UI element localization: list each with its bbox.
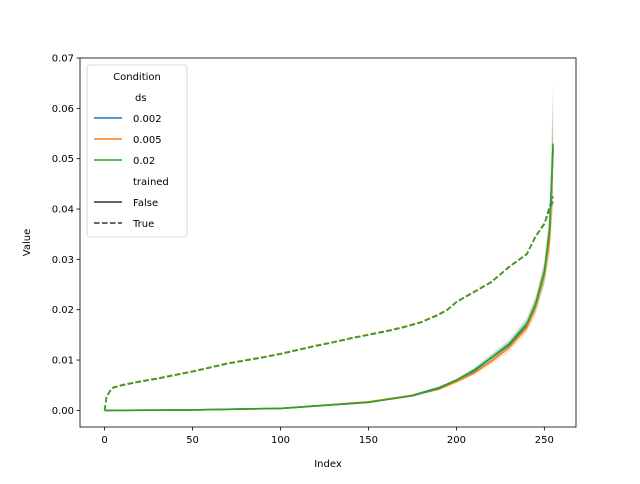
y-axis-ticks: 0.00 0.01 0.02 0.03 0.04 0.05 0.06 0.07: [52, 54, 80, 417]
legend-label-ds-0.02: 0.02: [133, 156, 155, 167]
legend-title: Condition: [113, 72, 161, 83]
x-tick-label: 200: [447, 435, 466, 446]
y-axis-label: Value: [22, 229, 33, 256]
x-axis-label: Index: [314, 459, 342, 470]
legend: Condition ds 0.002 0.005 0.02 trained False Tru…: [86, 64, 188, 238]
y-tick-label: 0.00: [52, 406, 74, 417]
x-tick-label: 250: [535, 435, 554, 446]
legend-label-trained-false: False: [133, 198, 158, 209]
legend-style-header: trained: [133, 177, 169, 188]
x-tick-label: 0: [101, 435, 107, 446]
plot-frame: [79, 57, 577, 428]
y-tick-label: 0.02: [52, 305, 74, 316]
y-tick-label: 0.04: [52, 205, 74, 216]
y-tick-label: 0.01: [52, 356, 74, 367]
legend-label-trained-true: True: [132, 219, 154, 230]
x-tick-label: 50: [186, 435, 199, 446]
series-lines: [103, 143, 554, 412]
legend-label-ds-0.005: 0.005: [133, 135, 162, 146]
y-tick-label: 0.03: [52, 255, 74, 266]
x-tick-label: 150: [359, 435, 378, 446]
x-axis-ticks: 0 50 100 150 200 250: [101, 427, 554, 446]
x-tick-label: 100: [271, 435, 290, 446]
legend-hue-header: ds: [135, 93, 147, 104]
series-line-ds-0.02-trained-false: [104, 143, 554, 412]
legend-box: [86, 64, 188, 238]
y-tick-label: 0.06: [52, 104, 74, 115]
y-tick-label: 0.07: [52, 54, 74, 65]
y-tick-label: 0.05: [52, 154, 74, 165]
series-line-ds-0.02-trained-true: [103, 198, 554, 411]
legend-label-ds-0.002: 0.002: [133, 114, 162, 125]
